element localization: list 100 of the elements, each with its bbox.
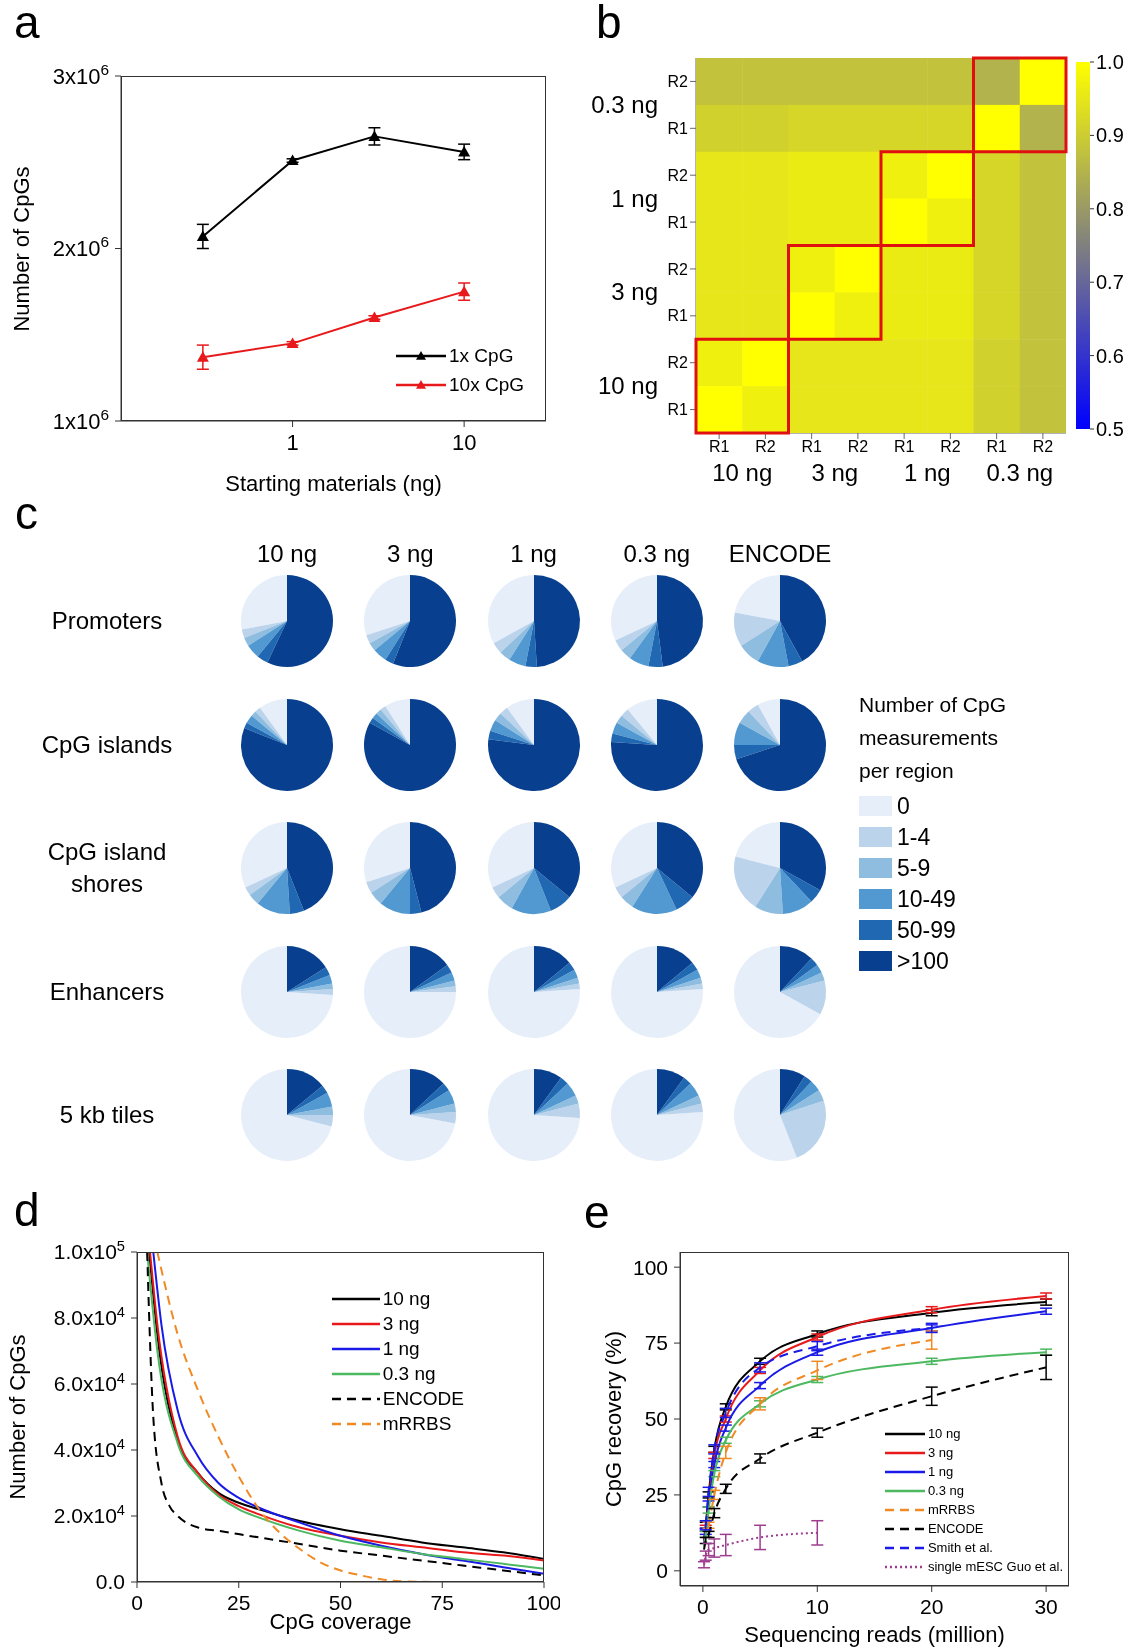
pie-slice — [364, 822, 411, 883]
pie-slice — [410, 980, 456, 992]
y-tick-label: 8.0x10$^{4}$ — [53, 1303, 125, 1330]
pie-slice — [410, 971, 455, 992]
y-tick-label: R2 — [667, 73, 689, 91]
pie-slice — [287, 868, 304, 914]
chart-title: e — [584, 1186, 610, 1238]
color-bar-label: 0.6 — [1096, 344, 1124, 367]
pie-slice — [616, 715, 657, 745]
pie-slice — [244, 621, 287, 646]
pie-slice — [656, 868, 693, 910]
legend-label: 3 ng — [927, 1445, 954, 1460]
pie-slice — [627, 698, 657, 745]
pie-slice — [410, 945, 448, 992]
legend-label: ENCODE — [382, 1387, 464, 1410]
pie-slice — [629, 621, 657, 667]
pie-slice — [524, 621, 537, 667]
pie-slice — [656, 977, 702, 992]
pie-slice — [656, 1077, 691, 1115]
pie-slice — [610, 945, 703, 1038]
pie-slice — [656, 945, 693, 992]
pie-slice — [734, 1069, 797, 1161]
pie-slice — [612, 722, 657, 745]
legend-label: 10 ng — [382, 1287, 431, 1310]
pie-slice — [734, 575, 780, 621]
legend-title: Number of CpG measurements per region — [859, 691, 1008, 784]
legend-label: >100 — [897, 947, 949, 975]
pie-slice — [757, 621, 789, 667]
pie-slice — [780, 980, 826, 1014]
pie-slice — [287, 982, 333, 992]
pie-slice — [533, 1069, 561, 1115]
pie-slice — [780, 1100, 826, 1158]
color-bar-label: 0.9 — [1096, 124, 1124, 147]
pie-slice — [487, 1069, 580, 1161]
pie-slice — [734, 722, 780, 745]
x-tick-label: R1 — [708, 438, 730, 456]
pie-slice — [241, 822, 287, 888]
pie-slice — [241, 698, 333, 791]
chart-title: 1 ng — [509, 540, 558, 568]
pie-slice — [648, 621, 663, 667]
color-bar-label: 0.8 — [1096, 197, 1124, 220]
x-tick-label: R1 — [893, 438, 915, 456]
pie-slice — [511, 868, 551, 914]
pie-slice — [780, 1069, 805, 1115]
pie-slice — [757, 698, 780, 745]
pie-slice — [287, 966, 330, 992]
y-tick-label: R2 — [667, 166, 689, 184]
pie-slice — [364, 945, 457, 1038]
pie-slice — [736, 698, 826, 791]
legend-label: 50-99 — [897, 916, 956, 944]
pie-slice — [748, 704, 780, 745]
legend-label: 1 ng — [382, 1337, 420, 1360]
pie-slice — [621, 709, 657, 745]
y-tick-label: 100 — [632, 1255, 668, 1279]
y-tick-label: 3x10$^{6}$ — [52, 60, 109, 89]
pie-slice — [393, 575, 457, 667]
pie-slice — [364, 698, 457, 791]
legend-label: 1x CpG — [449, 344, 514, 367]
pie-slice — [410, 822, 457, 913]
legend-label: 1-4 — [897, 823, 931, 851]
pie-slice — [410, 1069, 444, 1115]
text: 0.3 ng — [591, 90, 658, 119]
pie-slice — [741, 621, 780, 662]
y-tick-label: 50 — [644, 1407, 668, 1431]
text: Promoters — [50, 606, 164, 636]
pie-slice — [533, 962, 574, 992]
pie-slice — [410, 1103, 457, 1115]
legend-label: 0.3 ng — [927, 1483, 965, 1498]
x-tick-label: R1 — [986, 438, 1007, 456]
pie-slice — [656, 822, 703, 898]
y-tick-label: 4.0x10$^{4}$ — [53, 1435, 125, 1462]
pie-slice — [735, 822, 780, 868]
pie-slice — [410, 1090, 455, 1115]
legend-label: Smith et al. — [927, 1540, 993, 1555]
pie-slice — [371, 868, 411, 904]
pie-slice — [610, 1069, 703, 1161]
x-tick-label: 30 — [1034, 1594, 1058, 1618]
y-tick-label: 75 — [644, 1331, 668, 1355]
pie-slice — [410, 964, 452, 992]
legend-label: 10x CpG — [449, 373, 524, 396]
legend-label: single mESC Guo et al. — [927, 1559, 1063, 1574]
pie-slice — [385, 698, 411, 745]
pie-slice — [287, 974, 333, 992]
pie-slice — [533, 977, 579, 992]
y-tick-label: R1 — [667, 307, 689, 325]
pie-slice — [533, 1103, 580, 1118]
pie-slice — [533, 575, 580, 667]
text: c — [15, 487, 38, 539]
legend-label: mRRBS — [382, 1412, 452, 1435]
pie-slice — [533, 1095, 579, 1115]
pie-slice — [506, 698, 534, 745]
text: 0.3 ng — [986, 459, 1054, 487]
y-tick-label: 1.0x10$^{5}$ — [53, 1237, 125, 1264]
pie-slice — [494, 713, 534, 745]
pie-slice — [533, 1077, 568, 1115]
legend-label: 3 ng — [382, 1312, 420, 1335]
chart-title: b — [596, 0, 622, 48]
pie-slice — [780, 964, 822, 992]
x-tick-label: R2 — [755, 438, 776, 456]
pie-slice — [656, 969, 701, 992]
